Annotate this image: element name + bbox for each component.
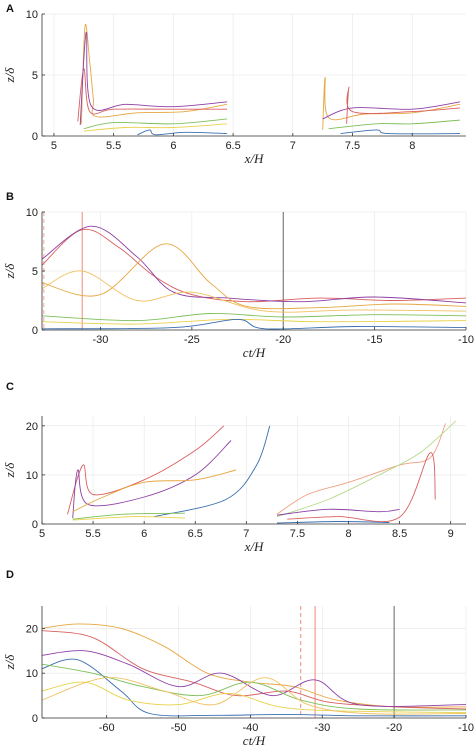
y-tick-label: 0 [32,519,38,531]
series-line [346,86,461,124]
y-tick-label: 0 [32,713,38,725]
y-tick-label: 20 [26,623,38,635]
series-line [42,318,466,330]
x-tick-label: 7.5 [290,528,305,540]
x-tick-label: -15 [367,334,383,346]
panel-letter: A [6,3,14,15]
series-line [276,508,400,516]
panel-b: B -30 -25 -20 -15 -10 0 5 10 ct/H z/δ [2,191,474,360]
series-line [77,68,228,122]
x-axis-label: x/H [244,151,264,166]
x-tick-label: -20 [275,334,291,346]
series-line [42,225,466,304]
y-tick-label: 0 [32,131,38,143]
x-axis-label: ct/H [243,733,266,748]
y-tick-label: 10 [26,470,38,482]
series-line [137,129,228,136]
x-axis-label: x/H [244,539,264,554]
x-tick-label: -40 [242,722,258,734]
series-line [72,516,186,521]
series-line [83,123,228,132]
x-tick-label: -30 [93,334,109,346]
x-tick-label: 5 [51,140,57,152]
series-line [42,630,466,710]
series-line [42,623,466,708]
series-line [276,521,390,524]
series-line [42,658,466,717]
series-line [72,440,232,519]
series-line [154,425,271,518]
y-tick-label: 20 [26,421,38,433]
series-line [79,31,228,126]
y-axis-label: z/δ [2,263,17,280]
x-tick-label: -60 [99,722,115,734]
series-line [276,423,447,515]
series-line [42,677,466,715]
series-line [42,663,466,711]
panel-c: C 5 5.5 6 6.5 7 7.5 8 8.5 9 0 10 20 x/H z/δ [2,381,466,554]
x-tick-label: 8.5 [392,528,407,540]
series-line [42,270,466,313]
series-line [322,76,461,130]
panel-d: D -60 -50 -40 -30 -20 -10 0 10 20 ct/H z/δ [2,569,474,748]
y-tick-label: 5 [32,70,38,82]
x-tick-label: -10 [458,334,474,346]
x-tick-label: 5.5 [85,528,100,540]
series-line [72,512,186,520]
x-axis-label: ct/H [243,345,266,360]
series-line [42,243,466,310]
x-tick-label: 7.5 [345,140,360,152]
panel-a: A 5 5.5 6 6.5 7 7.5 8 0 5 10 x/H z/δ [2,3,466,166]
x-tick-label: 7 [290,140,296,152]
series-line [72,469,237,513]
x-tick-label: 8 [409,140,415,152]
series-line [42,313,466,322]
y-tick-label: 0 [32,325,38,337]
x-tick-label: -50 [171,722,187,734]
y-axis-label: z/δ [2,654,17,671]
x-tick-label: 6 [170,140,176,152]
y-tick-label: 5 [32,266,38,278]
x-tick-label: 9 [448,528,454,540]
x-tick-label: -30 [314,722,330,734]
series-line [67,425,225,515]
series-line [83,118,228,130]
panel-letter: B [6,191,14,203]
x-tick-label: -20 [386,722,402,734]
series-line [287,452,436,523]
x-tick-label: 6.5 [188,528,203,540]
series-line [328,119,461,130]
x-tick-label: 5.5 [106,140,121,152]
x-tick-label: 6.5 [225,140,240,152]
x-tick-label: 8 [345,528,351,540]
x-tick-label: -10 [458,722,474,734]
series-line [340,129,461,135]
y-axis-label: z/δ [2,67,17,84]
y-axis-label: z/δ [2,462,17,479]
x-tick-label: 5 [39,528,45,540]
panel-letter: D [6,569,14,581]
series-line [42,228,466,303]
y-tick-label: 10 [26,207,38,219]
y-tick-label: 10 [26,668,38,680]
x-tick-label: 6 [141,528,147,540]
series-line [42,681,466,714]
x-tick-label: 7 [243,528,249,540]
panel-letter: C [6,381,14,393]
series-line [42,650,466,707]
series-line [276,420,457,518]
series-line [322,101,461,120]
x-tick-label: -25 [184,334,200,346]
y-tick-label: 10 [26,9,38,21]
